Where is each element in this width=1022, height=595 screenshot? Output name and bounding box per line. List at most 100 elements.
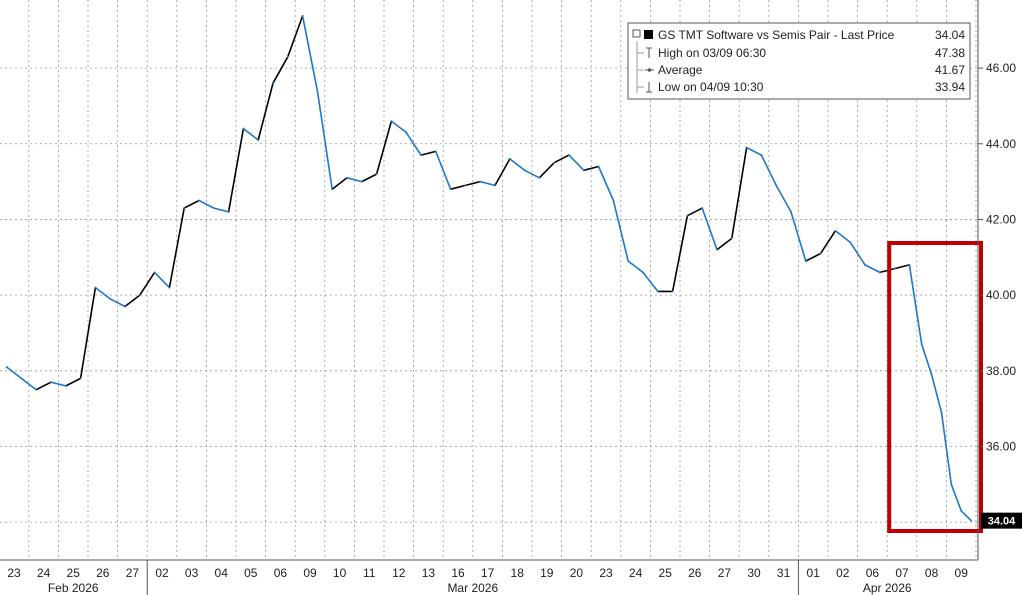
price-point (834, 229, 837, 232)
price-segment (878, 267, 896, 274)
grid-layer (0, 0, 978, 560)
price-point (346, 176, 348, 179)
price-segment (701, 207, 718, 251)
price-point (642, 271, 644, 274)
price-point (930, 373, 933, 376)
legend-row-value: 33.94 (935, 80, 965, 94)
x-tick-label: 06 (866, 566, 880, 580)
price-segment (686, 207, 704, 217)
price-point (168, 286, 171, 289)
x-tick-label: 25 (659, 566, 673, 580)
price-segment (790, 211, 807, 262)
x-tick-label: 17 (481, 566, 495, 580)
price-point (494, 184, 496, 187)
legend-title: GS TMT Software vs Semis Pair - Last Pri… (658, 28, 895, 42)
price-point (671, 290, 674, 293)
price-segment (553, 154, 570, 164)
legend-row-label: Average (658, 63, 703, 77)
price-point (960, 509, 963, 512)
price-point (242, 127, 245, 130)
legend-collapse-icon (632, 29, 641, 38)
x-tick-label: 16 (451, 566, 465, 580)
price-segment (479, 180, 496, 187)
price-segment (286, 15, 304, 58)
x-tick-label: 27 (718, 566, 732, 580)
x-tick-label: 02 (836, 566, 850, 580)
price-point (183, 207, 186, 210)
x-tick-label: 06 (274, 566, 288, 580)
price-point (627, 260, 630, 262)
price-segment (124, 294, 141, 308)
price-point (656, 290, 659, 293)
price-segment (508, 158, 526, 172)
price-segment (930, 373, 943, 414)
price-point (198, 199, 200, 202)
price-segment (494, 158, 511, 187)
x-tick-label: 04 (215, 566, 229, 580)
price-segment (464, 180, 482, 187)
price-point (864, 264, 866, 266)
x-tick-label: 11 (363, 566, 376, 580)
price-segment (390, 120, 408, 134)
price-segment (730, 146, 748, 240)
price-segment (950, 483, 963, 512)
price-segment (213, 207, 230, 213)
price-segment (301, 15, 319, 92)
price-point (257, 139, 260, 141)
price-point (434, 150, 437, 153)
price-segment (35, 381, 52, 391)
price-point (686, 214, 689, 217)
price-point (730, 237, 733, 240)
highlight-box (887, 241, 984, 533)
y-tick-label: 40.00 (986, 288, 1016, 302)
x-tick-label: 10 (333, 566, 347, 580)
price-segment (538, 161, 556, 179)
x-tick-label: 24 (629, 566, 643, 580)
x-tick-label: 31 (777, 566, 791, 580)
price-point (301, 15, 304, 17)
price-point (286, 55, 289, 58)
price-segment (819, 230, 837, 255)
price-segment (272, 55, 289, 84)
price-segment (316, 90, 334, 190)
x-tick-label: 23 (7, 566, 21, 580)
x-tick-label: 07 (895, 566, 909, 580)
x-tick-label: 08 (925, 566, 939, 580)
price-point (94, 286, 97, 289)
y-tick-label: 44.00 (986, 137, 1016, 151)
price-point (79, 377, 82, 380)
price-segment (20, 377, 38, 391)
x-month-label: Mar 2026 (447, 581, 498, 595)
x-tick-label: 23 (599, 566, 613, 580)
legend-row-label: High on 03/09 06:30 (658, 46, 766, 60)
price-segment (449, 184, 467, 190)
price-segment (94, 286, 111, 300)
price-segment (360, 173, 378, 183)
price-segment (940, 411, 953, 486)
y-tick-label: 38.00 (986, 364, 1016, 378)
x-tick-label: 01 (807, 566, 821, 580)
price-point (612, 199, 615, 202)
legend-series-swatch-icon (644, 30, 653, 39)
price-point (331, 188, 334, 191)
price-point (940, 411, 943, 414)
price-segment (109, 298, 126, 308)
price-point (124, 305, 126, 308)
price-point (553, 161, 556, 164)
price-point (538, 176, 541, 179)
price-point (920, 343, 923, 346)
price-segment (760, 154, 778, 187)
price-point (375, 173, 378, 176)
y-tick-label: 42.00 (986, 212, 1016, 226)
x-month-label: Feb 2026 (48, 581, 99, 595)
price-segment (716, 237, 733, 251)
x-tick-label: 05 (244, 566, 258, 580)
x-tick-label: 19 (540, 566, 554, 580)
price-line-layer (5, 15, 972, 522)
legend-box (627, 22, 971, 100)
price-point (138, 294, 141, 296)
price-segment (331, 177, 348, 190)
price-point (970, 519, 972, 522)
last-price-label-box (981, 512, 1022, 529)
